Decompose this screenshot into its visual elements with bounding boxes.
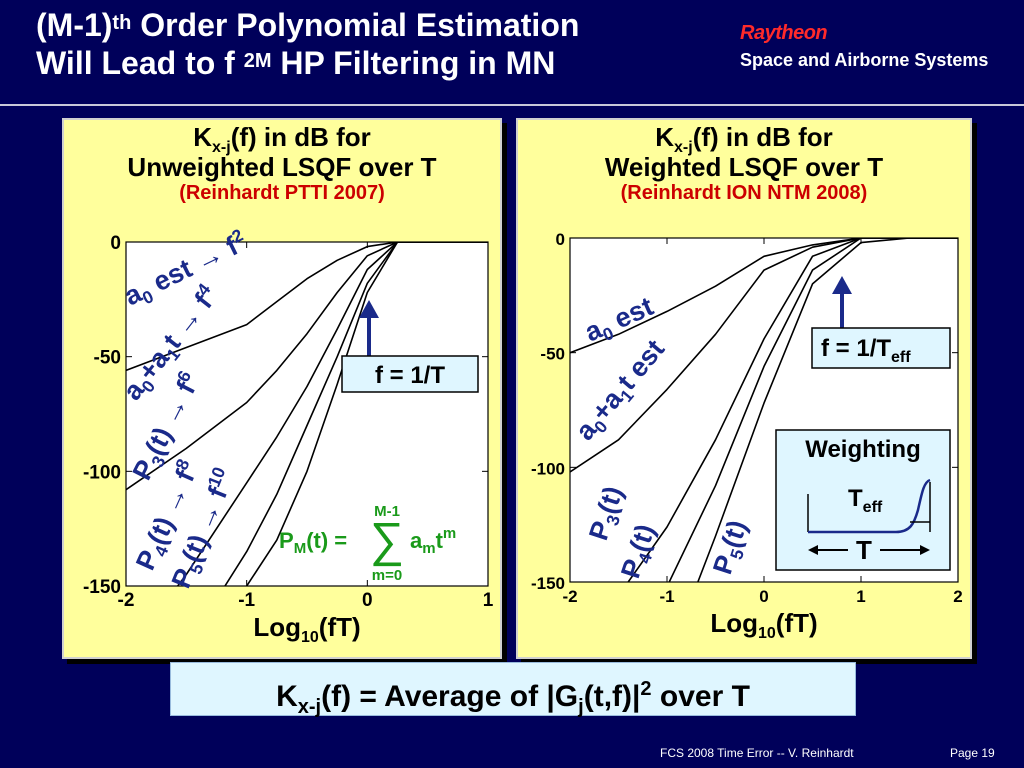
- series-line-1: [570, 238, 958, 354]
- y-tick-label: -150: [83, 577, 121, 598]
- x-tick-label: 0: [362, 590, 373, 611]
- bottom-equation-box: Kx-j(f) = Average of |Gj(t,f)|2 over T: [170, 662, 856, 718]
- t-label: T: [856, 535, 872, 565]
- series-line-4: [668, 238, 958, 582]
- t-arrowhead-right: [920, 545, 930, 555]
- callout-arrow-head: [359, 300, 379, 318]
- callout-box: [811, 327, 951, 369]
- left-chart-reference: (Reinhardt PTTI 2007): [179, 182, 385, 204]
- callout-label: f = 1/Teff: [821, 335, 911, 366]
- right-chart-title-line2: Weighted LSQF over T: [604, 152, 884, 182]
- callout-box: [341, 355, 479, 393]
- plot-area: [125, 241, 489, 587]
- weighting-curve: [808, 478, 931, 534]
- weighting-title: Weighting: [805, 436, 921, 463]
- y-tick-label: 0: [556, 230, 565, 249]
- series-line-2: [570, 238, 958, 473]
- x-axis-label: Log10(fT): [253, 612, 360, 646]
- y-tick-label: -50: [94, 348, 121, 369]
- y-tick-label: -50: [540, 345, 565, 364]
- x-tick-label: -2: [118, 590, 135, 611]
- formula-lhs: PM(t) =: [279, 528, 347, 557]
- brand-division: Space and Airborne Systems: [740, 50, 989, 70]
- left-chart-title-line2: Unweighted LSQF over T: [127, 152, 437, 182]
- formula-rhs: amtm: [410, 525, 456, 557]
- series-line-5: [697, 238, 958, 582]
- callout-label: f = 1/T: [375, 362, 445, 389]
- x-tick-label: 1: [483, 590, 494, 611]
- x-tick-label: -1: [238, 590, 255, 611]
- series-line-5: [245, 242, 488, 586]
- title-line-2: Will Lead to f 2M HP Filtering in MN: [36, 45, 556, 81]
- series-line-4: [224, 242, 488, 586]
- series-line-1: [126, 242, 488, 372]
- series-line-2: [126, 242, 488, 491]
- slide-title: (M-1)th Order Polynomial Estimation Will…: [36, 6, 736, 82]
- raytheon-logo: Raytheon: [740, 22, 828, 44]
- y-tick-label: -150: [531, 574, 565, 593]
- x-tick-label: 2: [953, 587, 962, 606]
- x-tick-label: 1: [856, 587, 865, 606]
- teff-label: Teff: [848, 485, 883, 516]
- callout-arrow-head: [832, 276, 852, 294]
- title-divider: [0, 104, 1024, 106]
- t-arrowhead-left: [808, 545, 818, 555]
- right-chart-panel: Kx-j(f) in dB for Weighted LSQF over T (…: [516, 118, 972, 659]
- y-tick-label: -100: [531, 459, 565, 478]
- series-line-3: [627, 238, 958, 582]
- formula-sum-lower: m=0: [372, 567, 402, 584]
- x-axis-label: Log10(fT): [710, 608, 817, 642]
- title-line-1: (M-1)th Order Polynomial Estimation: [36, 7, 580, 43]
- curve-label-p3: P3(t): [583, 482, 632, 545]
- right-chart-reference: (Reinhardt ION NTM 2008): [620, 182, 868, 204]
- y-tick-label: -100: [83, 462, 121, 483]
- left-chart-title: Kx-j(f) in dB for: [193, 122, 371, 157]
- page-number: Page 19: [950, 746, 995, 760]
- right-chart-title: Kx-j(f) in dB for: [655, 122, 833, 157]
- formula-sum-symbol: ∑: [370, 514, 404, 567]
- x-tick-label: 0: [759, 587, 768, 606]
- x-tick-label: -1: [659, 587, 674, 606]
- footer-text: FCS 2008 Time Error -- V. Reinhardt: [660, 746, 854, 760]
- series-line-3: [176, 242, 488, 586]
- formula-sum-upper: M-1: [374, 503, 400, 520]
- y-tick-label: 0: [110, 233, 121, 254]
- left-chart-panel: Kx-j(f) in dB for Unweighted LSQF over T…: [62, 118, 502, 659]
- x-tick-label: -2: [562, 587, 577, 606]
